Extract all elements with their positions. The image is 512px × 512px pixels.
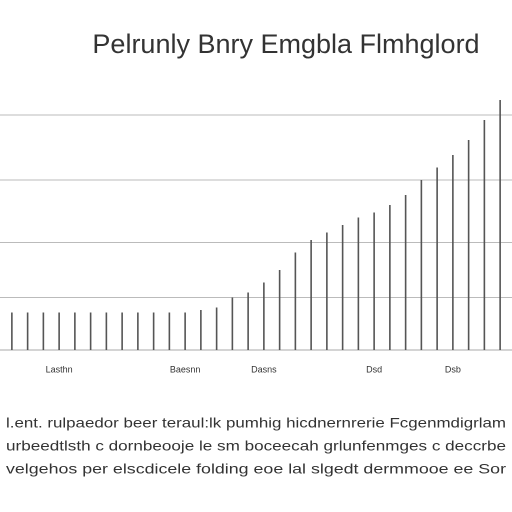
bar — [357, 217, 360, 350]
bar — [452, 155, 454, 350]
bar — [483, 120, 486, 350]
bar — [263, 282, 265, 350]
bar — [436, 167, 438, 350]
x-tick-label: Dsd — [366, 364, 382, 374]
bar — [326, 232, 328, 350]
bar — [121, 312, 123, 350]
bar — [231, 297, 234, 350]
bar — [389, 205, 391, 350]
bar — [467, 140, 470, 350]
bar — [74, 312, 76, 350]
x-tick-label: Baesnn — [170, 364, 201, 374]
bar — [499, 100, 501, 350]
bar — [404, 195, 407, 350]
bar — [26, 312, 29, 350]
bar — [42, 312, 45, 350]
bar — [184, 312, 186, 350]
bar — [373, 212, 375, 350]
bar — [137, 312, 139, 350]
bar — [152, 312, 155, 350]
caption-line: l.ent. rulpaedor beer teraul:lk pumhig h… — [6, 415, 506, 431]
bar — [341, 225, 344, 350]
bar — [11, 312, 13, 350]
x-tick-label: Dasns — [251, 364, 277, 374]
x-tick-label: Lasthn — [46, 364, 73, 374]
bar — [200, 310, 202, 350]
chart-title: Pelrunly Bnry Emgbla Flmhglord — [92, 29, 479, 59]
bar — [89, 312, 92, 350]
bar — [310, 240, 312, 350]
x-tick-label: Dsb — [445, 364, 461, 374]
caption-line: velgehos per elscdicele folding eoe lal … — [6, 461, 506, 477]
bar — [105, 312, 108, 350]
bar — [278, 270, 281, 350]
bar — [215, 307, 218, 350]
bar — [247, 292, 249, 350]
bar — [58, 312, 60, 350]
caption-line: urbeedtlsth c dornbeooje le sm boceecah … — [6, 438, 506, 454]
bar — [168, 312, 171, 350]
bar — [294, 252, 297, 350]
bar — [420, 180, 423, 350]
